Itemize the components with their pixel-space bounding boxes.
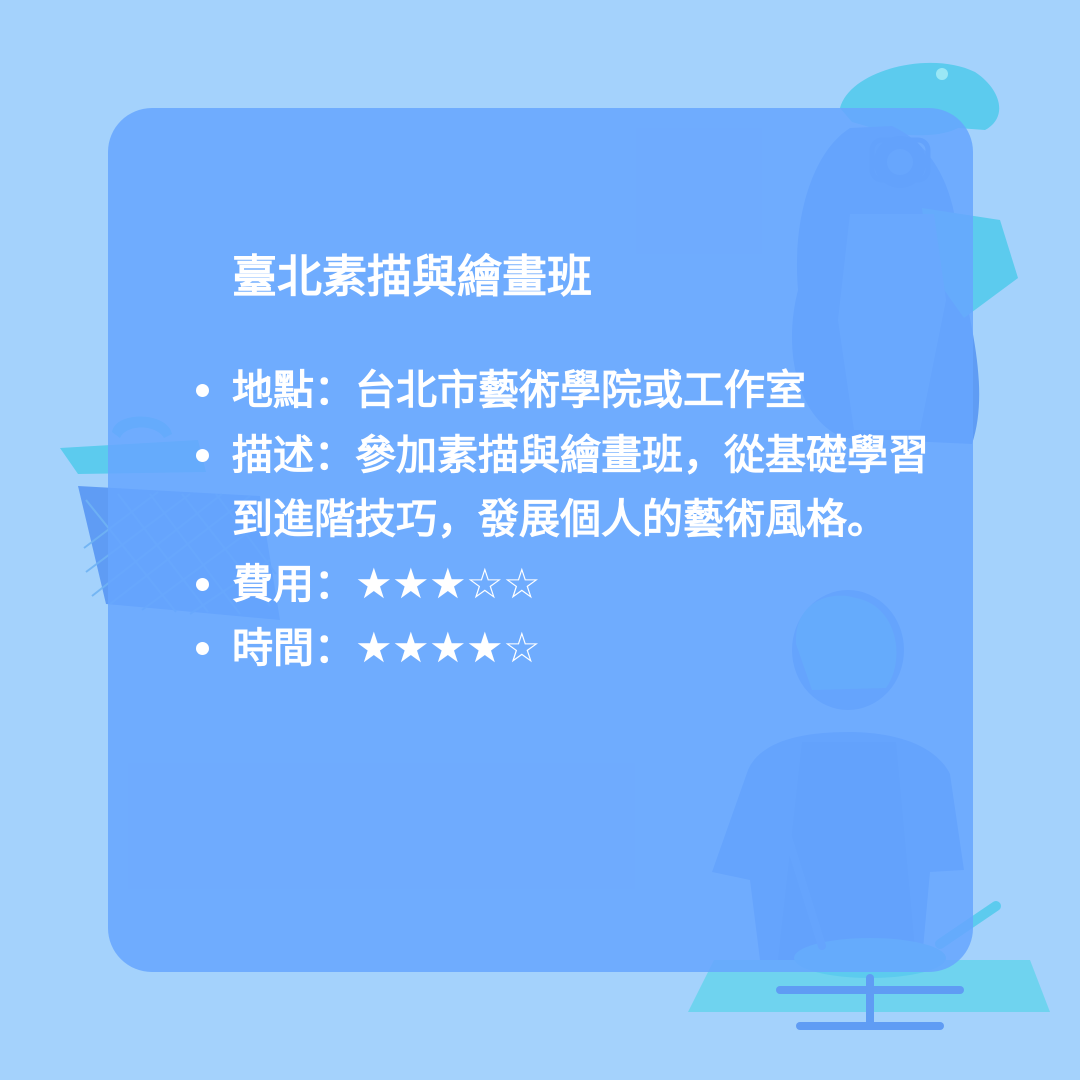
info-item-time: 時間：★★★★☆ (196, 616, 952, 681)
info-item-cost: 費用：★★★☆☆ (196, 552, 952, 617)
item-separator: ： (314, 624, 355, 672)
item-label: 時間 (232, 624, 314, 672)
bullet-icon (196, 577, 209, 591)
item-label: 描述 (232, 430, 314, 479)
empty-star-icon: ☆ (466, 558, 504, 608)
filled-star-icon: ★ (466, 623, 504, 672)
bullet-icon (196, 642, 209, 655)
card-title: 臺北素描與繪畫班 (232, 250, 593, 303)
info-item-description: 描述：參加素描與繪畫班，從基礎學習到進階技巧，發展個人的藝術風格。 (196, 423, 952, 552)
empty-star-icon: ☆ (503, 558, 541, 608)
bullet-icon (196, 448, 209, 462)
info-card (108, 108, 973, 972)
item-text: 參加素描與繪畫班，從基礎學習到進階技巧，發展個人的藝術風格。 (232, 430, 929, 544)
item-text: 台北市藝術學院或工作室 (355, 366, 806, 414)
info-item-location: 地點：台北市藝術學院或工作室 (196, 358, 952, 423)
filled-star-icon: ★ (429, 623, 467, 672)
empty-star-icon: ☆ (503, 623, 541, 672)
filled-star-icon: ★ (429, 558, 467, 608)
bullet-icon (196, 384, 209, 397)
item-label: 費用 (232, 559, 314, 608)
filled-star-icon: ★ (355, 558, 393, 608)
time-rating: ★★★★☆ (355, 623, 541, 672)
item-separator: ： (314, 366, 355, 414)
filled-star-icon: ★ (392, 623, 430, 672)
filled-star-icon: ★ (355, 623, 393, 672)
filled-star-icon: ★ (392, 558, 430, 608)
item-separator: ： (314, 559, 355, 608)
info-list: 地點：台北市藝術學院或工作室 描述：參加素描與繪畫班，從基礎學習到進階技巧，發展… (196, 358, 952, 681)
cost-rating: ★★★☆☆ (355, 559, 541, 608)
item-label: 地點 (232, 366, 314, 414)
item-separator: ： (314, 430, 355, 479)
